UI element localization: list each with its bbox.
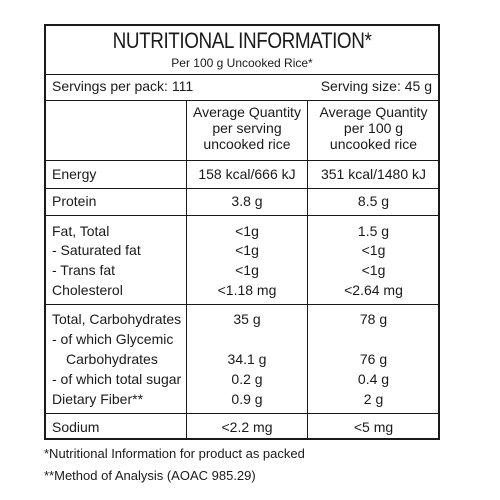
row-label: Protein xyxy=(52,193,97,209)
row-value-per-100g: 351 kcal/1480 kJ xyxy=(320,166,427,182)
row-label: - of which Glycemic xyxy=(52,331,174,347)
column-divider xyxy=(186,100,187,440)
divider xyxy=(46,304,438,305)
header-per-serving: Average Quantity per serving uncooked ri… xyxy=(187,104,307,152)
row-value-per-100g: 2 g xyxy=(363,391,384,407)
header-line: per 100 g xyxy=(343,120,404,136)
header-line: Average Quantity xyxy=(319,104,428,120)
nutrition-panel: NUTRITIONAL INFORMATION* Per 100 g Uncoo… xyxy=(44,24,440,440)
servings-per-pack: Servings per pack: 111 xyxy=(52,78,194,94)
row-value-per-100g: 78 g xyxy=(359,311,388,327)
row-label: Dietary Fiber** xyxy=(52,391,144,407)
header-line: uncooked rice xyxy=(203,136,291,152)
row-value-per-serving: <2.2 mg xyxy=(221,419,273,435)
panel-subtitle: Per 100 g Uncooked Rice* xyxy=(171,56,313,70)
row-value-per-100g: 76 g xyxy=(359,351,388,367)
row-value-per-serving: <1g xyxy=(235,262,259,278)
row-value-per-100g: <5 mg xyxy=(353,419,394,435)
column-divider xyxy=(307,100,308,440)
divider xyxy=(46,188,438,189)
row-value-per-100g: <1g xyxy=(361,262,386,278)
row-value-per-100g: 8.5 g xyxy=(357,193,390,209)
row-label: Sodium xyxy=(52,419,100,435)
row-label: Total, Carbohydrates xyxy=(52,311,182,327)
divider xyxy=(46,74,438,75)
divider xyxy=(46,160,438,161)
row-value-per-100g: 0.4 g xyxy=(357,371,390,387)
header-line: uncooked rice xyxy=(329,136,418,152)
row-value-per-serving: 0.9 g xyxy=(231,391,263,407)
row-label: Energy xyxy=(52,166,97,182)
divider xyxy=(46,413,438,414)
header-per-100g: Average Quantity per 100 g uncooked rice xyxy=(308,104,439,152)
row-value-per-serving: <1.18 mg xyxy=(217,282,277,298)
header-line: per serving xyxy=(212,120,282,136)
row-value-per-serving: 3.8 g xyxy=(231,193,263,209)
divider xyxy=(46,100,438,101)
row-value-per-serving: 35 g xyxy=(233,311,261,327)
row-value-per-100g: 1.5 g xyxy=(357,223,390,239)
row-value-per-serving: <1g xyxy=(235,242,259,258)
row-value-per-serving: 34.1 g xyxy=(227,351,267,367)
panel-title: NUTRITIONAL INFORMATION* xyxy=(112,28,372,53)
row-label: - Trans fat xyxy=(52,262,116,278)
row-label: - Saturated fat xyxy=(52,242,141,258)
footnote: *Nutritional Information for product as … xyxy=(44,446,305,461)
row-label: Cholesterol xyxy=(52,282,123,298)
serving-size: Serving size: 45 g xyxy=(320,78,432,94)
row-value-per-serving: 158 kcal/666 kJ xyxy=(198,166,296,182)
row-label: Carbohydrates xyxy=(66,351,158,367)
row-value-per-100g: <2.64 mg xyxy=(344,282,403,298)
footnote: **Method of Analysis (AOAC 985.29) xyxy=(44,468,256,483)
row-label: - of which total sugar xyxy=(52,371,182,387)
row-label: Fat, Total xyxy=(52,223,110,239)
row-value-per-serving: <1g xyxy=(235,223,259,239)
row-value-per-100g: <1g xyxy=(361,242,386,258)
row-value-per-serving: 0.2 g xyxy=(231,371,263,387)
header-line: Average Quantity xyxy=(193,104,301,120)
divider xyxy=(46,215,438,216)
